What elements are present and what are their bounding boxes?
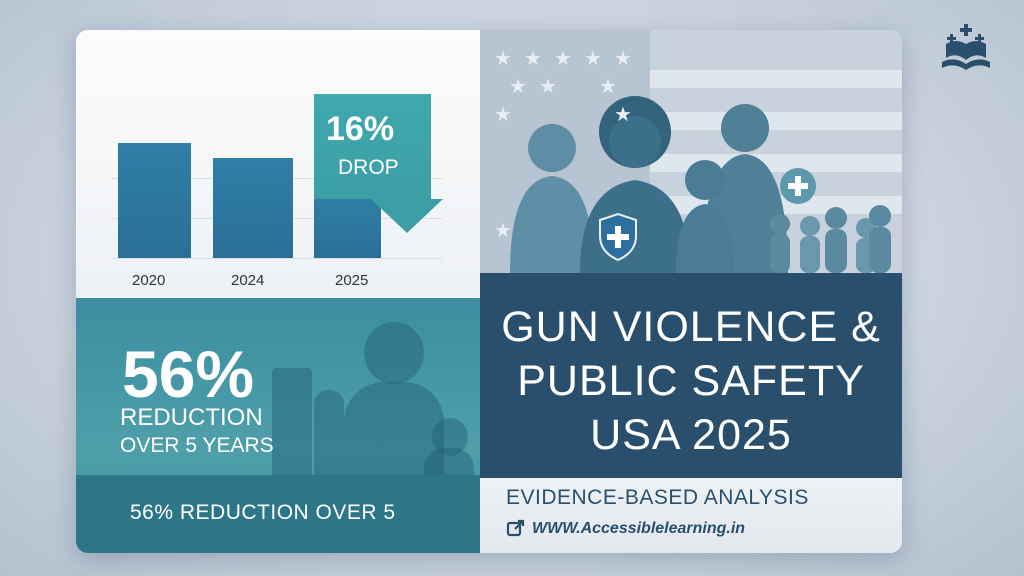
star-icon: ★ (614, 46, 632, 70)
analysis-heading: EVIDENCE-BASED ANALYSIS (506, 486, 809, 509)
book-logo-icon (942, 24, 990, 70)
tower-silhouette (314, 390, 344, 478)
family-flag-graphic (480, 30, 902, 273)
drop-callout (314, 94, 431, 199)
bar-2025 (314, 197, 381, 258)
year-label-2025: 2025 (335, 272, 369, 289)
stat-footer-text: 56% REDUCTION OVER 5 (130, 501, 396, 524)
infographic-card: 16% DROP 2020 2024 2025 56% REDUCTION OV… (76, 30, 902, 553)
star-icon: ★ (494, 46, 512, 70)
year-label-2020: 2020 (132, 272, 166, 289)
star-icon: ★ (614, 102, 632, 126)
year-label-2024: 2024 (231, 272, 265, 289)
down-arrow-icon (371, 199, 443, 233)
external-link-icon (506, 519, 525, 537)
title-line-2: PUBLIC SAFETY (517, 357, 865, 405)
person-silhouette-body (344, 382, 444, 478)
person-silhouette (364, 322, 424, 384)
stat-footer-bar: 56% REDUCTION OVER 5 (76, 475, 480, 553)
star-icon: ★ (599, 74, 617, 98)
reduction-stat-panel: 56% REDUCTION OVER 5 YEARS 56% REDUCTION… (76, 298, 480, 553)
reduction-period: OVER 5 YEARS (120, 434, 274, 457)
bar-2020 (118, 143, 191, 258)
bar-2024 (213, 158, 293, 258)
child-silhouette (432, 418, 468, 456)
title-panel: GUN VIOLENCE & PUBLIC SAFETY USA 2025 (480, 273, 902, 478)
star-icon: ★ (554, 46, 572, 70)
star-icon: ★ (539, 74, 557, 98)
bar-chart-panel: 16% DROP 2020 2024 2025 (76, 30, 480, 298)
drop-label: DROP (338, 156, 399, 179)
title-line-1: GUN VIOLENCE & (501, 303, 881, 351)
building-silhouette (272, 368, 312, 478)
title-line-3: USA 2025 (590, 411, 792, 459)
reduction-label: REDUCTION (120, 404, 263, 431)
info-panel: EVIDENCE-BASED ANALYSIS WWW.Accessiblele… (480, 478, 902, 553)
chart-baseline (112, 258, 442, 259)
drop-percentage: 16% (326, 110, 395, 148)
star-icon: ★ (509, 74, 527, 98)
website-link[interactable]: WWW.Accessiblelearning.in (532, 520, 746, 537)
reduction-percentage: 56% (122, 337, 255, 411)
star-icon: ★ (494, 102, 512, 126)
star-icon: ★ (584, 46, 602, 70)
star-icon: ★ (524, 46, 542, 70)
star-icon: ★ (494, 218, 512, 242)
family-flag-illustration: ★ ★ ★ ★ ★ ★ ★ ★ ★ ★ ★ (480, 30, 902, 273)
child-silhouette-body (424, 448, 474, 478)
